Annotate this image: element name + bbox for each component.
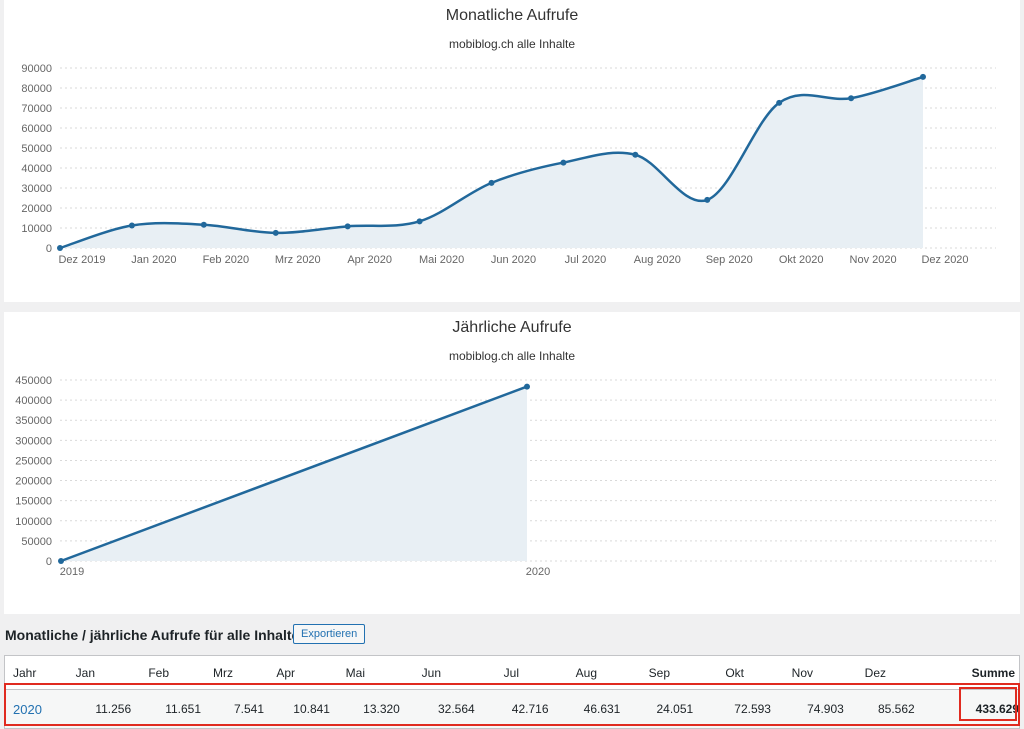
x-tick-label: 2020	[526, 566, 550, 578]
data-point	[272, 229, 279, 236]
data-point	[632, 151, 639, 158]
y-tick-label: 80000	[21, 83, 52, 95]
y-tick-label: 0	[46, 556, 52, 568]
x-tick-label: Feb 2020	[203, 254, 249, 266]
x-tick-label: Mrz 2020	[275, 254, 321, 266]
y-tick-label: 50000	[21, 536, 52, 548]
data-point	[128, 222, 135, 229]
y-tick-label: 60000	[21, 123, 52, 135]
x-tick-label: Aug 2020	[634, 254, 681, 266]
y-tick-label: 70000	[21, 103, 52, 115]
y-tick-label: 0	[46, 243, 52, 255]
x-tick-label: Jun 2020	[491, 254, 536, 266]
y-tick-label: 350000	[15, 415, 52, 427]
monthly-chart-title: Monatliche Aufrufe	[445, 7, 579, 24]
cell-mrz: 7.541	[233, 702, 265, 716]
year-link-2020[interactable]: 2020	[13, 701, 42, 717]
data-point	[776, 99, 783, 106]
cell-nov: 74.903	[807, 702, 844, 716]
x-tick-label: 2019	[60, 566, 84, 578]
cell-apr: 10.841	[293, 702, 330, 716]
header-year: Jahr	[13, 665, 37, 680]
header-sep: Sep	[648, 665, 670, 680]
x-tick-label: Apr 2020	[347, 254, 392, 266]
data-point	[848, 95, 855, 102]
y-tick-label: 30000	[21, 183, 52, 195]
header-mai: Mai	[345, 665, 365, 680]
cell-jun: 32.564	[437, 702, 475, 716]
yearly-chart-subtitle: mobiblog.ch alle Inhalte	[448, 349, 576, 363]
y-tick-label: 100000	[15, 516, 52, 528]
x-tick-label: Jan 2020	[131, 254, 176, 266]
data-point	[344, 223, 351, 230]
header-aug: Aug	[575, 665, 597, 680]
x-tick-label: Mai 2020	[419, 254, 464, 266]
data-point	[200, 221, 207, 228]
cell-mai: 13.320	[363, 702, 400, 716]
x-tick-label: Sep 2020	[706, 254, 753, 266]
data-point	[58, 558, 64, 564]
yearly-chart-title: Jährliche Aufrufe	[452, 319, 572, 336]
export-button[interactable]: Exportieren	[293, 624, 366, 644]
y-tick-label: 50000	[21, 143, 52, 155]
y-tick-label: 450000	[15, 375, 52, 387]
header-mrz: Mrz	[213, 665, 233, 680]
y-tick-label: 90000	[21, 63, 52, 75]
y-tick-label: 200000	[15, 476, 52, 488]
x-tick-label: Dez 2020	[921, 254, 968, 266]
header-apr: Apr	[276, 665, 295, 680]
y-tick-label: 250000	[15, 455, 52, 467]
header-summe: Summe	[971, 665, 1015, 680]
cell-okt: 72.593	[734, 702, 771, 716]
series-area	[60, 76, 923, 248]
data-point	[57, 245, 63, 251]
table-header-row: Jahr Jan Feb Mrz Apr Mai Jun Jul Aug Sep…	[5, 656, 1019, 690]
monthly-chart-subtitle: mobiblog.ch alle Inhalte	[448, 37, 576, 51]
table-title: Monatliche / jährliche Aufrufe für alle …	[5, 627, 300, 643]
monthly-views-chart-panel: Monatliche Aufrufe mobiblog.ch alle Inha…	[4, 0, 1020, 302]
table-row: 2020 11.256 11.651 7.541 10.841 13.320 3…	[5, 690, 1019, 728]
header-dez: Dez	[864, 665, 886, 680]
monthly-views-chart: 0 10000 20000 30000 40000 50000 60000 70000 8000…	[21, 63, 996, 266]
data-point	[704, 196, 711, 203]
y-tick-label: 10000	[21, 223, 52, 235]
views-table: Jahr Jan Feb Mrz Apr Mai Jun Jul Aug Sep…	[4, 655, 1020, 729]
cell-jul: 42.716	[511, 702, 549, 716]
cell-dez: 85.562	[877, 702, 915, 716]
x-tick-label: Jul 2020	[565, 254, 607, 266]
y-tick-label: 20000	[21, 203, 52, 215]
header-jul: Jul	[503, 665, 519, 680]
y-tick-label: 400000	[15, 395, 52, 407]
series-line	[60, 385, 528, 563]
header-nov: Nov	[791, 665, 813, 680]
data-point	[560, 159, 567, 166]
header-jun: Jun	[421, 665, 441, 680]
data-point	[920, 73, 926, 80]
x-tick-label: Nov 2020	[850, 254, 897, 266]
x-tick-label: Okt 2020	[779, 254, 824, 266]
header-okt: Okt	[725, 665, 744, 680]
y-tick-label: 40000	[21, 163, 52, 175]
yearly-views-chart: 0 50000 100000 150000 200000 250000 300000 3500…	[15, 375, 996, 578]
data-point	[524, 383, 530, 390]
header-feb: Feb	[148, 665, 169, 680]
cell-summe: 433.629	[975, 702, 1020, 716]
cell-feb: 11.651	[165, 702, 202, 716]
cell-sep: 24.051	[656, 702, 694, 716]
cell-aug: 46.631	[583, 702, 621, 716]
data-point	[416, 218, 423, 225]
y-tick-label: 150000	[15, 496, 52, 508]
y-tick-label: 300000	[15, 435, 52, 447]
header-jan: Jan	[75, 665, 95, 680]
data-point	[488, 179, 495, 186]
cell-jan: 11.256	[95, 702, 132, 716]
yearly-views-chart-panel: Jährliche Aufrufe mobiblog.ch alle Inhal…	[4, 312, 1020, 614]
x-tick-label: Dez 2019	[58, 254, 105, 266]
